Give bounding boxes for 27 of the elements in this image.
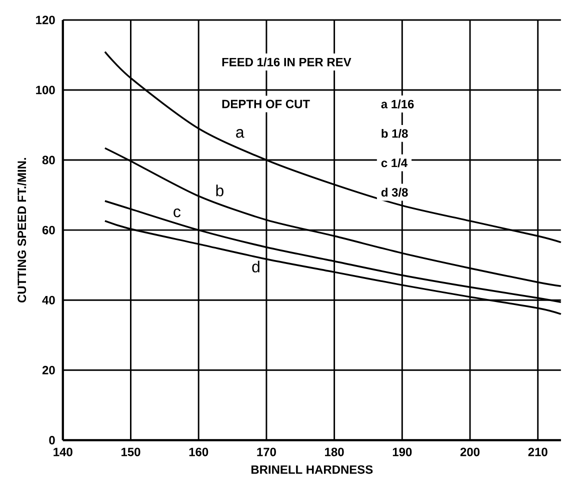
x-axis-title: BRINELL HARDNESS	[251, 465, 373, 474]
x-tick-label: 170	[257, 448, 276, 456]
y-tick-label: 80	[42, 156, 55, 164]
series-label: b	[216, 184, 224, 196]
y-tick-label: 60	[42, 226, 55, 234]
y-tick-label: 20	[42, 366, 55, 374]
annotation: b 1/8	[382, 128, 408, 138]
x-tick-label: 190	[392, 448, 412, 456]
y-tick-label: 40	[42, 296, 55, 304]
annotation: a 1/16	[381, 100, 414, 108]
x-tick-label: 140	[54, 448, 72, 456]
x-tick-label: 200	[460, 448, 480, 456]
y-tick-label: 100	[36, 86, 55, 94]
y-tick-label: 120	[36, 16, 55, 24]
series-label: d	[252, 260, 260, 272]
x-tick-label: 180	[325, 448, 344, 456]
series-label: c	[174, 208, 181, 218]
y-tick-label: 0	[49, 436, 55, 444]
x-tick-label: 160	[189, 448, 208, 456]
y-axis-title: CUTTING SPEED FT./MIN.	[17, 158, 26, 302]
annotation: c 1/4	[381, 158, 408, 168]
annotation: FEED 1/16 IN PER REV	[222, 57, 352, 66]
annotation: d 3/8	[381, 188, 408, 197]
x-tick-label: 210	[528, 448, 548, 456]
annotation: DEPTH OF CUT	[222, 100, 310, 108]
x-tick-label: 150	[121, 448, 140, 456]
series-label: a	[236, 129, 244, 138]
